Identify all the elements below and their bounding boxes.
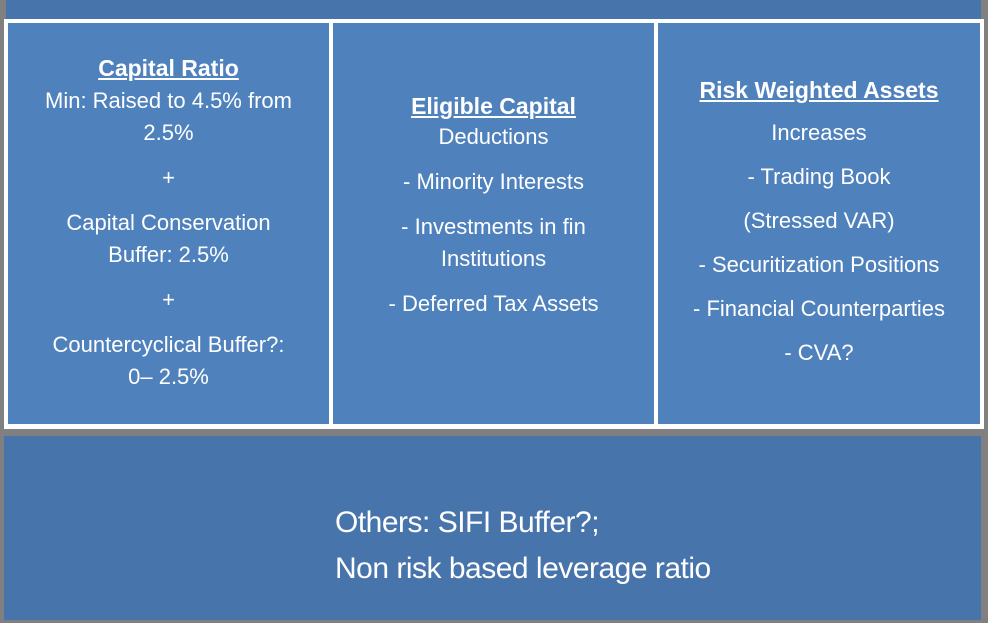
risk-weighted-assets-title: Risk Weighted Assets (699, 77, 939, 103)
plus-sign: + (162, 165, 175, 190)
increase-item-cont: (Stressed VAR) (743, 208, 895, 233)
deduction-item-cont: Institutions (440, 246, 547, 271)
deduction-item: - Minority Interests (403, 169, 584, 194)
others-line: Non risk based leverage ratio (335, 552, 711, 585)
eligible-capital-box: Eligible Capital Deductions - Minority I… (333, 23, 654, 424)
others-box: Others: SIFI Buffer?; Non risk based lev… (4, 436, 981, 620)
conservation-buffer-value: Buffer: 2.5% (108, 242, 229, 267)
conservation-buffer-line: Capital Conservation (66, 210, 271, 235)
plus-sign: + (162, 287, 175, 312)
countercyclical-buffer-line: Countercyclical Buffer?: (52, 332, 285, 357)
capital-ratio-box: Capital Ratio Min: Raised to 4.5% from 2… (8, 23, 329, 424)
deductions-label: Deductions (438, 124, 549, 149)
increase-item: - Trading Book (747, 164, 891, 189)
min-raised-line-cont: 2.5% (143, 120, 194, 145)
increase-item: - Financial Counterparties (693, 296, 945, 321)
others-line: Others: SIFI Buffer?; (335, 506, 600, 539)
deduction-item: - Investments in fin (401, 214, 586, 239)
capital-requirements-grid: Capital Ratio Min: Raised to 4.5% from 2… (4, 19, 984, 429)
min-raised-line: Min: Raised to 4.5% from (45, 88, 292, 113)
eligible-capital-title: Eligible Capital (411, 93, 576, 119)
others-text: Others: SIFI Buffer?; Non risk based lev… (335, 500, 711, 592)
capital-ratio-title: Capital Ratio (98, 55, 239, 81)
top-band (6, 0, 981, 19)
deduction-item: - Deferred Tax Assets (388, 291, 599, 316)
increase-item: - CVA? (784, 340, 854, 365)
risk-weighted-assets-box: Risk Weighted Assets Increases - Trading… (658, 23, 980, 424)
countercyclical-buffer-value: 0– 2.5% (128, 364, 209, 389)
increase-item: - Securitization Positions (698, 252, 940, 277)
increases-label: Increases (771, 120, 867, 145)
